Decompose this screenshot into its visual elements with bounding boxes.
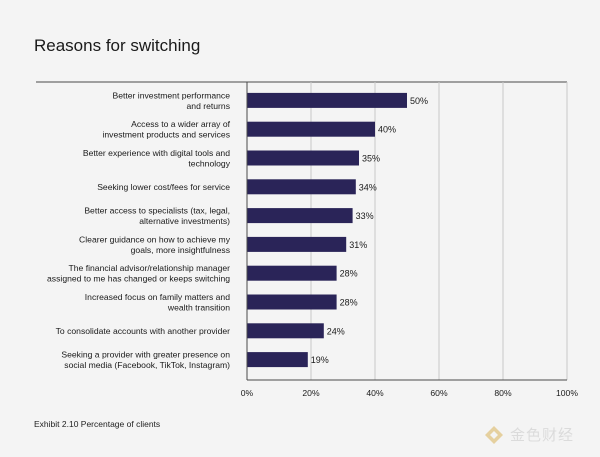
- data-label: 24%: [327, 326, 345, 336]
- data-label: 31%: [349, 240, 367, 250]
- category-label: Increased focus on family matters and wea…: [85, 292, 230, 313]
- category-label-line: Access to a wider array of: [131, 119, 230, 129]
- data-label: 40%: [378, 125, 396, 135]
- bar: [247, 352, 308, 368]
- data-label: 19%: [311, 355, 329, 365]
- x-tick-label: 20%: [302, 388, 320, 398]
- bar: [247, 179, 356, 195]
- exhibit-caption: Exhibit 2.10 Percentage of clients: [34, 419, 161, 429]
- data-label: 50%: [410, 96, 428, 106]
- category-label-line: Better access to specialists (tax, legal…: [84, 206, 230, 216]
- category-label-line: Clearer guidance on how to achieve my: [79, 234, 231, 244]
- category-label: To consolidate accounts with another pro…: [56, 326, 231, 336]
- x-tick-label: 100%: [556, 388, 578, 398]
- chart-title: Reasons for switching: [34, 36, 201, 55]
- bar: [247, 236, 347, 252]
- category-label-line: Better investment performance: [112, 90, 230, 100]
- category-label: Better access to specialists (tax, legal…: [84, 206, 230, 227]
- category-label: Seeking a provider with greater presence…: [61, 350, 230, 371]
- category-label-line: wealth transition: [167, 302, 230, 312]
- category-label: Clearer guidance on how to achieve my goa…: [79, 234, 231, 255]
- watermark: 金色财经: [484, 424, 574, 445]
- category-label: Better investment performance and returns: [112, 90, 230, 111]
- bar: [247, 121, 375, 137]
- category-label-line: Seeking lower cost/fees for service: [97, 182, 230, 192]
- bar: [247, 150, 359, 166]
- data-label: 28%: [340, 298, 358, 308]
- x-tick-label: 0%: [241, 388, 254, 398]
- bar: [247, 265, 337, 281]
- category-label-line: assigned to me has changed or keeps swit…: [47, 274, 230, 284]
- data-label: 35%: [362, 154, 380, 164]
- bar: [247, 294, 337, 310]
- bar: [247, 323, 324, 339]
- category-label-line: goals, more insightfulness: [131, 245, 230, 255]
- bar: [247, 208, 353, 224]
- category-label: The financial advisor/relationship manag…: [47, 263, 230, 284]
- category-label: Access to a wider array of investment pro…: [102, 119, 230, 139]
- bar: [247, 92, 407, 108]
- category-label-line: Better experience with digital tools and: [83, 148, 230, 158]
- category-label-line: Increased focus on family matters and: [85, 292, 230, 302]
- category-label-line: technology: [188, 158, 230, 168]
- category-label-line: and returns: [187, 101, 230, 111]
- data-label: 33%: [356, 211, 374, 221]
- data-label: 34%: [359, 182, 377, 192]
- category-label-line: The financial advisor/relationship manag…: [69, 263, 231, 273]
- data-label: 28%: [340, 269, 358, 279]
- watermark-text: 金色财经: [510, 426, 575, 444]
- x-tick-label: 60%: [430, 388, 448, 398]
- category-label-line: alternative investments): [139, 216, 230, 226]
- category-label-line: social media (Facebook, TikTok, Instagra…: [64, 360, 230, 370]
- category-label-line: Seeking a provider with greater presence…: [61, 350, 230, 360]
- gold-logo-icon: [485, 425, 503, 444]
- category-label-line: To consolidate accounts with another pro…: [56, 326, 231, 336]
- x-tick-label: 40%: [366, 388, 384, 398]
- category-label: Better experience with digital tools and…: [83, 148, 231, 169]
- category-label-line: investment products and services: [102, 130, 230, 140]
- x-tick-label: 80%: [494, 388, 512, 398]
- category-label: Seeking lower cost/fees for service: [97, 182, 230, 192]
